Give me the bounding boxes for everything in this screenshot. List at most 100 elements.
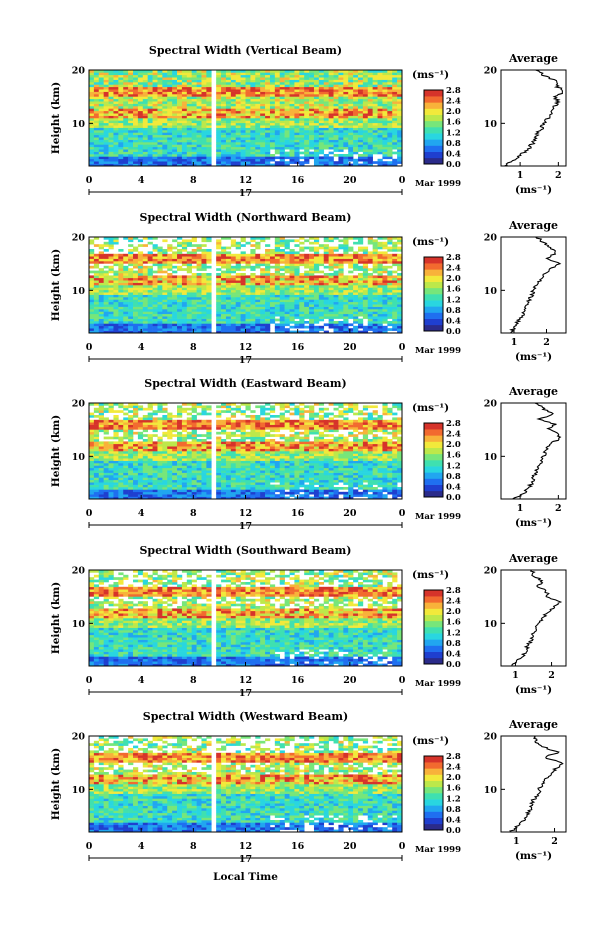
heatmap-cell — [338, 146, 344, 150]
heatmap-cell — [289, 309, 295, 312]
heatmap-cell — [309, 330, 315, 334]
heatmap-cell — [255, 309, 261, 312]
heatmap-cell — [206, 301, 212, 305]
heatmap-cell — [245, 82, 251, 85]
heatmap-cell — [367, 82, 373, 85]
heatmap-cell — [235, 277, 241, 281]
heatmap-cell — [362, 134, 369, 138]
heatmap-cell — [113, 434, 119, 437]
heatmap-cell — [137, 263, 144, 267]
heatmap-cell — [181, 72, 188, 76]
heatmap-cell — [362, 306, 369, 310]
heatmap-cell — [191, 144, 197, 148]
heatmap-cell — [89, 84, 95, 88]
heatmap-cell — [304, 134, 310, 138]
heatmap-cell — [294, 103, 300, 107]
heatmap-cell — [128, 292, 134, 295]
heatmap-cell — [318, 280, 325, 283]
heatmap-cell — [201, 91, 207, 95]
heatmap-cell — [137, 306, 144, 310]
heatmap-cell — [162, 134, 168, 138]
heatmap-cell — [108, 292, 114, 295]
heatmap-cell — [147, 292, 153, 295]
heatmap-cell — [309, 268, 315, 271]
heatmap-cell — [93, 96, 100, 100]
heatmap-cell — [186, 301, 192, 305]
heatmap-cell — [142, 82, 148, 85]
heatmap-cell — [397, 239, 403, 243]
heatmap-cell — [118, 156, 124, 160]
heatmap-cell — [377, 328, 383, 331]
heatmap-cell — [309, 125, 315, 128]
heatmap-cell — [113, 470, 119, 473]
heatmap-cell — [235, 101, 241, 104]
heatmap-cell — [103, 103, 109, 107]
heatmap-cell — [250, 161, 256, 164]
heatmap-cell — [367, 103, 373, 107]
heatmap-cell — [167, 285, 173, 288]
colorbar-swatch — [424, 324, 443, 332]
heatmap-cell — [206, 125, 212, 128]
heatmap-cell — [225, 113, 232, 116]
heatmap-cell — [147, 325, 153, 329]
heatmap-cell — [137, 321, 144, 324]
heatmap-cell — [357, 280, 364, 283]
heatmap-cell — [152, 318, 158, 322]
heatmap-cell — [338, 330, 344, 334]
heatmap-cell — [206, 253, 212, 257]
heatmap-cell — [103, 101, 109, 104]
heatmap-cell — [108, 330, 114, 334]
heatmap-cell — [206, 132, 212, 136]
heatmap-cell — [279, 146, 285, 150]
heatmap-cell — [269, 72, 276, 76]
heatmap-cell — [191, 297, 197, 300]
heatmap-cell — [387, 132, 393, 136]
heatmap-cell — [147, 273, 153, 276]
heatmap-cell — [382, 261, 388, 264]
heatmap-cell — [103, 120, 109, 124]
heatmap-cell — [333, 137, 339, 140]
heatmap-cell — [113, 103, 119, 107]
heatmap-cell — [313, 297, 320, 300]
heatmap-cell — [245, 115, 251, 119]
heatmap-cell — [294, 139, 300, 143]
heatmap-cell — [250, 306, 256, 310]
heatmap-cell — [221, 103, 227, 107]
heatmap-cell — [348, 301, 354, 305]
heatmap-cells — [89, 403, 403, 500]
heatmap-cell — [309, 103, 315, 107]
heatmap-cell — [338, 134, 344, 138]
heatmap-cell — [377, 137, 383, 140]
heatmap-cell — [377, 84, 383, 88]
heatmap-cell — [103, 277, 109, 281]
heatmap-cell — [216, 132, 222, 136]
heatmap-cell — [328, 130, 334, 133]
heatmap-cell — [260, 127, 266, 131]
heatmap-cell — [118, 77, 124, 80]
heatmap-cell — [279, 330, 285, 334]
heatmap-cell — [328, 321, 334, 324]
heatmap-cell — [240, 137, 246, 140]
heatmap-cell — [206, 237, 212, 240]
heatmap-cell — [353, 82, 359, 85]
heatmap-cell — [142, 139, 148, 143]
heatmap-cell — [201, 268, 207, 271]
heatmap-cell — [108, 237, 114, 240]
heatmap-cell — [362, 311, 369, 315]
heatmap-cell — [318, 163, 325, 167]
heatmap-cell — [318, 84, 325, 88]
heatmap-cell — [93, 475, 100, 478]
heatmap-cell — [328, 239, 334, 243]
heatmap-cell — [162, 297, 168, 300]
heatmap-cell — [367, 256, 373, 259]
heatmap-cell — [397, 309, 403, 312]
heatmap-cell — [186, 96, 192, 100]
heatmap-cell — [240, 239, 246, 243]
heatmap-cell — [108, 132, 114, 136]
heatmap-cell — [167, 321, 173, 324]
heatmap-cell — [177, 151, 183, 155]
heatmap-cell — [89, 455, 95, 459]
heatmap-cell — [216, 144, 222, 148]
heatmap-cell — [304, 127, 310, 131]
heatmap-cell — [353, 318, 359, 322]
